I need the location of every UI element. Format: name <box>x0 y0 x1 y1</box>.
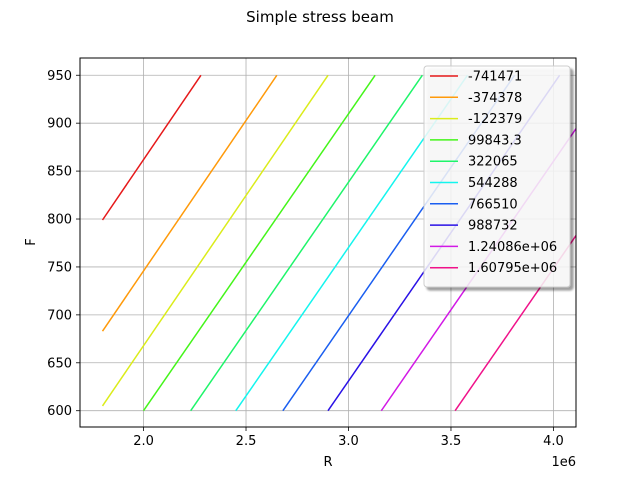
y-tick-label: 600 <box>47 404 72 419</box>
y-tick-label: 900 <box>47 117 72 132</box>
x-tick-label: 2.0 <box>133 434 154 449</box>
series-line <box>142 74 376 412</box>
x-axis-label: R <box>323 455 332 470</box>
legend-label: 1.24086e+06 <box>468 240 557 255</box>
series-line <box>101 74 278 332</box>
x-tick-label: 2.5 <box>236 434 257 449</box>
legend-label: 988732 <box>468 219 518 234</box>
series-line <box>454 234 576 412</box>
series-line <box>101 74 202 221</box>
y-axis-label: F <box>24 238 39 245</box>
legend-label: 544288 <box>468 176 518 191</box>
legend-label: 1.60795e+06 <box>468 261 557 276</box>
legend-label: -122379 <box>468 112 522 127</box>
plot-area-frame <box>79 57 577 428</box>
series-line <box>101 74 329 407</box>
axis-ticks: 2.0 2.5 3.0 3.5 4.0 600 650 700 750 800 850 900 950 <box>47 69 564 449</box>
x-tick-label: 4.0 <box>543 434 564 449</box>
y-tick-label: 850 <box>47 165 72 180</box>
y-tick-label: 700 <box>47 308 72 323</box>
legend: -741471 -374378 -122379 99843.3 322065 544288… <box>423 65 571 288</box>
legend-label: 99843.3 <box>468 133 522 148</box>
x-tick-label: 3.5 <box>441 434 462 449</box>
legend-box <box>423 65 571 288</box>
legend-label: -374378 <box>468 91 522 106</box>
legend-label: 766510 <box>468 197 518 212</box>
x-axis-offset-label: 1e6 <box>551 455 576 470</box>
y-tick-label: 650 <box>47 356 72 371</box>
legend-label: 322065 <box>468 155 518 170</box>
y-tick-label: 800 <box>47 213 72 228</box>
chart-title: Simple stress beam <box>246 8 394 26</box>
legend-label: -741471 <box>468 70 522 85</box>
y-tick-label: 950 <box>47 69 72 84</box>
x-tick-label: 3.0 <box>338 434 359 449</box>
y-tick-label: 750 <box>47 260 72 275</box>
series-line <box>190 74 423 412</box>
